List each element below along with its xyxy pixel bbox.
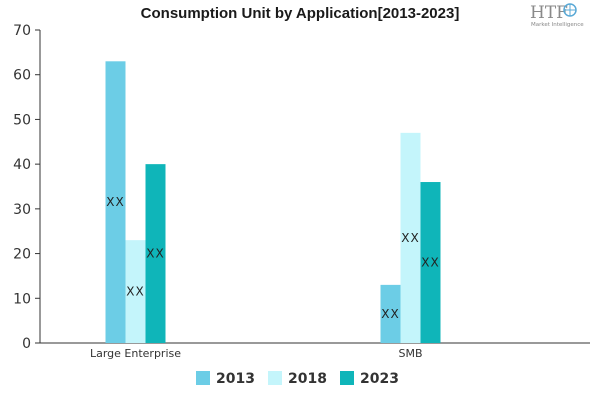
y-tick-label: 70 xyxy=(13,23,31,39)
data-label: XX xyxy=(126,285,144,299)
bar-2023-0 xyxy=(145,164,166,343)
bars xyxy=(105,61,441,344)
legend-swatch-2013 xyxy=(196,371,210,385)
bar-2018-0 xyxy=(125,240,146,343)
legend-label-2023: 2023 xyxy=(360,371,399,387)
x-category-label: SMB xyxy=(398,347,422,360)
y-tick-label: 0 xyxy=(22,336,31,352)
logo-text: HTF xyxy=(530,3,568,23)
y-tick-label: 50 xyxy=(13,112,31,128)
y-tick-label: 10 xyxy=(13,291,31,307)
data-label: XX xyxy=(421,256,439,270)
data-label: XX xyxy=(381,307,399,321)
legend-label-2018: 2018 xyxy=(288,371,327,387)
bar-2013-0 xyxy=(105,61,126,344)
legend-swatch-2023 xyxy=(340,371,354,385)
bar-2023-1 xyxy=(420,182,441,343)
chart-title: Consumption Unit by Application[2013-202… xyxy=(141,5,460,22)
logo: HTF Market Intelligence xyxy=(530,3,584,28)
axes: 0 10 20 30 40 50 60 70 Large Enterprise SMB xyxy=(13,23,590,360)
legend-swatch-2018 xyxy=(268,371,282,385)
logo-subtitle: Market Intelligence xyxy=(531,22,584,28)
data-label: XX xyxy=(106,195,124,209)
y-tick-label: 20 xyxy=(13,247,31,263)
legend-label-2013: 2013 xyxy=(216,371,255,387)
bar-2013-1 xyxy=(380,284,401,343)
data-label: XX xyxy=(401,231,419,245)
legend: 2013 2018 2023 xyxy=(196,371,399,387)
y-tick-label: 60 xyxy=(13,68,31,84)
data-label: XX xyxy=(146,247,164,261)
bar-2018-1 xyxy=(400,132,421,343)
globe-icon xyxy=(563,3,577,17)
x-category-label: Large Enterprise xyxy=(90,347,181,360)
y-tick-label: 30 xyxy=(13,202,31,218)
y-tick-label: 40 xyxy=(13,157,31,173)
